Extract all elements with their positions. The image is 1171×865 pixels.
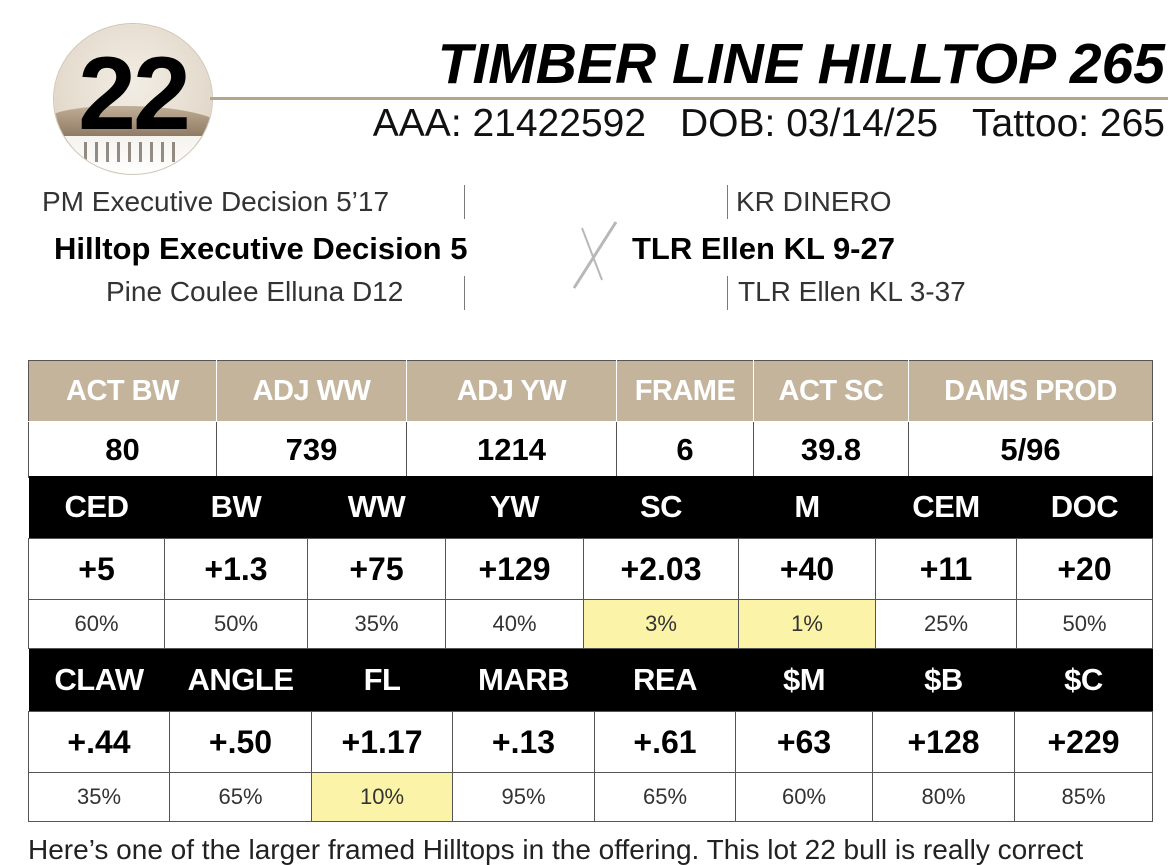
epd-percentile-highlight: 1% <box>738 599 876 649</box>
epd-header: REA <box>594 649 736 712</box>
sire-sire: PM Executive Decision 5’17 <box>42 186 390 217</box>
value-cell: 5/96 <box>908 421 1153 478</box>
epd-header: BW <box>164 476 308 539</box>
value-cell: 6 <box>616 421 754 478</box>
epd-header: M <box>738 476 876 539</box>
date-of-birth: DOB: 03/14/25 <box>680 102 939 145</box>
epd-table-1: CED BW WW YW SC M CEM DOC +5 +1.3 +75 +1… <box>28 476 1153 649</box>
epd-header: WW <box>307 476 446 539</box>
epd-header: $B <box>872 649 1015 712</box>
epd-header: $M <box>735 649 873 712</box>
epd-percentile: 60% <box>28 599 165 649</box>
header-cell: ACT BW <box>28 360 217 422</box>
dam-dam: TLR Ellen KL 3-37 <box>738 276 966 307</box>
value-cell: 39.8 <box>753 421 909 478</box>
sire: Hilltop Executive Decision 5 <box>54 231 468 266</box>
header-cell: ADJ YW <box>406 360 617 422</box>
performance-value-row: 80 739 1214 6 39.8 5/96 <box>28 421 1153 478</box>
performance-table: ACT BW ADJ WW ADJ YW FRAME ACT SC DAMS P… <box>28 360 1153 478</box>
header-cell: DAMS PROD <box>908 360 1153 422</box>
bull-name: TIMBER LINE HILLTOP 265 <box>437 32 1165 96</box>
epd-percentile: 65% <box>594 772 736 822</box>
epd-percentile: 65% <box>169 772 312 822</box>
epd-percentile-highlight: 10% <box>311 772 453 822</box>
description-text: Here’s one of the larger framed Hilltops… <box>28 834 1084 865</box>
header-cell: FRAME <box>616 360 754 422</box>
epd-value: +1.17 <box>311 711 453 773</box>
epd-percentile: 35% <box>28 772 170 822</box>
epd-value: +5 <box>28 538 165 600</box>
epd-percentile-highlight: 3% <box>583 599 739 649</box>
epd-percentile: 50% <box>1016 599 1153 649</box>
epd-percentile: 50% <box>164 599 308 649</box>
epd-header: CLAW <box>28 649 170 712</box>
epd-percentile: 80% <box>872 772 1015 822</box>
registration-line: AAA: 21422592 DOB: 03/14/25 Tattoo: 265 <box>373 104 1165 143</box>
dam: TLR Ellen KL 9-27 <box>632 231 895 266</box>
sire-dam: Pine Coulee Elluna D12 <box>106 276 404 307</box>
epd-header: YW <box>445 476 584 539</box>
epd-value-row: +.44 +.50 +1.17 +.13 +.61 +63 +128 +229 <box>28 711 1153 773</box>
epd-percentile: 35% <box>307 599 446 649</box>
pedigree-divider <box>464 276 465 310</box>
cross-mark-icon <box>572 221 618 289</box>
epd-value: +63 <box>735 711 873 773</box>
epd-percentile: 25% <box>875 599 1017 649</box>
epd-percentile: 85% <box>1014 772 1153 822</box>
epd-value: +.50 <box>169 711 312 773</box>
performance-header-row: ACT BW ADJ WW ADJ YW FRAME ACT SC DAMS P… <box>28 360 1153 422</box>
epd-header-row: CED BW WW YW SC M CEM DOC <box>28 476 1153 539</box>
epd-table-2: CLAW ANGLE FL MARB REA $M $B $C +.44 +.5… <box>28 649 1153 822</box>
epd-value: +128 <box>872 711 1015 773</box>
epd-value: +229 <box>1014 711 1153 773</box>
epd-percentile-row: 60% 50% 35% 40% 3% 1% 25% 50% <box>28 599 1153 649</box>
header-cell: ADJ WW <box>216 360 407 422</box>
lot-badge: 22 <box>54 24 212 174</box>
epd-value: +11 <box>875 538 1017 600</box>
dam-sire: KR DINERO <box>736 186 892 217</box>
tattoo: Tattoo: 265 <box>972 102 1165 145</box>
epd-header-row: CLAW ANGLE FL MARB REA $M $B $C <box>28 649 1153 712</box>
epd-percentile: 95% <box>452 772 595 822</box>
aaa-number: AAA: 21422592 <box>372 102 647 145</box>
epd-header: CED <box>28 476 165 539</box>
pedigree-divider <box>464 185 465 219</box>
epd-header: DOC <box>1016 476 1153 539</box>
epd-header: SC <box>583 476 739 539</box>
epd-value: +2.03 <box>583 538 739 600</box>
epd-value: +40 <box>738 538 876 600</box>
lot-number: 22 <box>78 36 191 152</box>
epd-header: CEM <box>875 476 1017 539</box>
epd-value: +75 <box>307 538 446 600</box>
epd-value: +20 <box>1016 538 1153 600</box>
epd-header: $C <box>1014 649 1153 712</box>
epd-percentile: 60% <box>735 772 873 822</box>
pedigree-divider <box>727 276 728 310</box>
epd-value: +.44 <box>28 711 170 773</box>
epd-header: MARB <box>452 649 595 712</box>
epd-value: +129 <box>445 538 584 600</box>
epd-value-row: +5 +1.3 +75 +129 +2.03 +40 +11 +20 <box>28 538 1153 600</box>
badge-trees <box>84 142 182 162</box>
value-cell: 739 <box>216 421 407 478</box>
header-rule <box>210 97 1168 100</box>
header-cell: ACT SC <box>753 360 909 422</box>
epd-value: +.13 <box>452 711 595 773</box>
epd-header: ANGLE <box>169 649 312 712</box>
epd-value: +1.3 <box>164 538 308 600</box>
epd-percentile: 40% <box>445 599 584 649</box>
epd-percentile-row: 35% 65% 10% 95% 65% 60% 80% 85% <box>28 772 1153 822</box>
epd-value: +.61 <box>594 711 736 773</box>
value-cell: 1214 <box>406 421 617 478</box>
pedigree-divider <box>727 185 728 219</box>
value-cell: 80 <box>28 421 217 478</box>
epd-header: FL <box>311 649 453 712</box>
